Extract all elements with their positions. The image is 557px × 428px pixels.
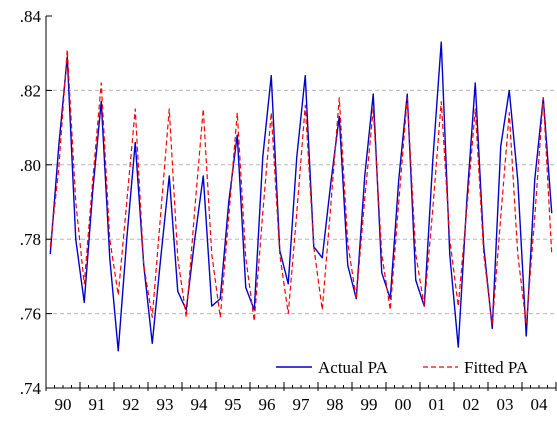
- x-tick-label: 98: [327, 395, 344, 414]
- gridlines: [46, 89, 556, 315]
- x-tick-label: 02: [463, 395, 480, 414]
- series-layer: [49, 41, 553, 352]
- x-tick-label: 95: [225, 395, 242, 414]
- y-tick-label: .80: [20, 156, 41, 175]
- x-tick-label: 93: [157, 395, 174, 414]
- x-tick-label: 92: [123, 395, 140, 414]
- x-tick-label: 97: [293, 395, 311, 414]
- x-tick-label: 99: [361, 395, 378, 414]
- y-tick-label: .78: [20, 230, 41, 249]
- legend-label-fitted: Fitted PA: [464, 358, 529, 377]
- y-tick-label: .76: [20, 305, 41, 324]
- y-tick-label: .82: [20, 81, 41, 100]
- x-tick-label: 96: [259, 395, 276, 414]
- series-line-fitted: [49, 48, 553, 326]
- legend: Actual PA Fitted PA: [276, 358, 529, 377]
- x-tick-label: 00: [395, 395, 412, 414]
- x-tick-label: 04: [531, 395, 549, 414]
- series-line-actual: [49, 41, 553, 352]
- axes: .74 .76 .78 .80 .82 .84 90 91 92 93 94 95 96 97 98 99 00…: [20, 7, 557, 414]
- x-tick-label: 01: [429, 395, 446, 414]
- x-tick-label: 94: [191, 395, 209, 414]
- x-tick-label: 90: [55, 395, 72, 414]
- x-tick-label: 91: [89, 395, 106, 414]
- legend-label-actual: Actual PA: [318, 358, 388, 377]
- y-tick-label: .74: [20, 379, 42, 398]
- y-tick-label: .84: [20, 7, 42, 26]
- x-tick-label: 03: [497, 395, 514, 414]
